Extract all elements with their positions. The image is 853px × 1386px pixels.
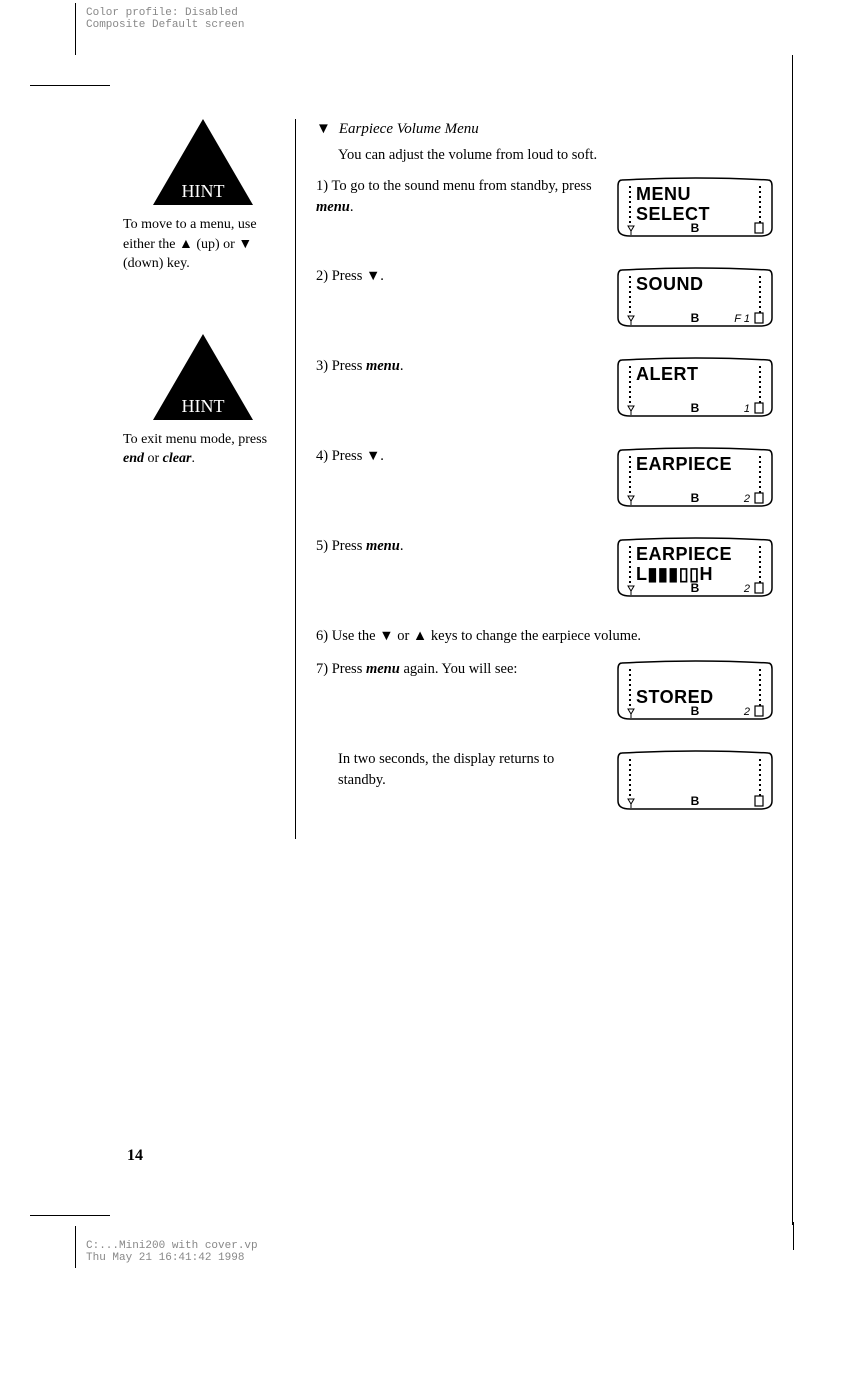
step-row: 5) Press menu. EARPIECE L▮▮▮▯▯H B 2 bbox=[316, 536, 782, 614]
svg-text:SOUND: SOUND bbox=[636, 274, 704, 294]
step-text: 4) Press ▼. bbox=[316, 446, 616, 467]
step-text: In two seconds, the display returns to s… bbox=[316, 749, 616, 791]
svg-text:EARPIECE: EARPIECE bbox=[636, 454, 732, 474]
lcd-display: MENU SELECT B bbox=[616, 176, 774, 238]
step-row: 6) Use the ▼ or ▲ keys to change the ear… bbox=[316, 626, 782, 647]
svg-text:B: B bbox=[691, 491, 700, 505]
step-row: 3) Press menu. ALERT B 1 bbox=[316, 356, 782, 434]
hint-text: To exit menu mode, press end or clear. bbox=[123, 430, 283, 469]
svg-text:F 1: F 1 bbox=[734, 313, 750, 325]
step-text: 3) Press menu. bbox=[316, 356, 616, 377]
meta-line: Composite Default screen bbox=[86, 19, 853, 31]
svg-text:2: 2 bbox=[743, 493, 750, 505]
step-text: 5) Press menu. bbox=[316, 536, 616, 557]
lcd-display: STORED B 2 bbox=[616, 659, 774, 721]
hint-triangle-icon: HINT bbox=[153, 334, 253, 420]
step-text: 2) Press ▼. bbox=[316, 266, 616, 287]
svg-text:EARPIECE: EARPIECE bbox=[636, 544, 732, 564]
step-text: 1) To go to the sound menu from standby,… bbox=[316, 176, 616, 218]
svg-text:MENU: MENU bbox=[636, 184, 691, 204]
lcd-display: SOUND B F 1 bbox=[616, 266, 774, 328]
page-number: 14 bbox=[127, 1147, 143, 1165]
crop-mark-bottom bbox=[75, 1225, 793, 1226]
footer-meta-text: C:...Mini200 with cover.vp Thu May 21 16… bbox=[75, 1226, 853, 1268]
lcd-display: EARPIECE L▮▮▮▯▯H B 2 bbox=[616, 536, 774, 598]
intro-text: You can adjust the volume from loud to s… bbox=[338, 145, 782, 166]
hint-text: To move to a menu, use either the ▲ (up)… bbox=[123, 215, 283, 274]
svg-text:STORED: STORED bbox=[636, 687, 714, 707]
svg-text:B: B bbox=[691, 221, 700, 235]
step-text: 7) Press menu again. You will see: bbox=[316, 659, 616, 680]
lcd-display: ALERT B 1 bbox=[616, 356, 774, 418]
step-row: In two seconds, the display returns to s… bbox=[316, 749, 782, 827]
svg-text:1: 1 bbox=[744, 403, 750, 415]
step-row: 1) To go to the sound menu from standby,… bbox=[316, 176, 782, 254]
svg-text:B: B bbox=[691, 401, 700, 415]
step-row: 2) Press ▼. SOUND B F 1 bbox=[316, 266, 782, 344]
svg-text:B: B bbox=[691, 704, 700, 718]
svg-text:L▮▮▮▯▯H: L▮▮▮▯▯H bbox=[636, 564, 713, 584]
svg-text:B: B bbox=[691, 794, 700, 808]
main-column: Earpiece Volume Menu You can adjust the … bbox=[295, 119, 792, 839]
step-row: 7) Press menu again. You will see: STORE… bbox=[316, 659, 782, 737]
hint-block-2: HINT To exit menu mode, press end or cle… bbox=[123, 334, 283, 469]
page-frame: HINT To move to a menu, use either the ▲… bbox=[75, 55, 793, 1225]
svg-text:2: 2 bbox=[743, 706, 750, 718]
lcd-display: B bbox=[616, 749, 774, 811]
svg-text:2: 2 bbox=[743, 583, 750, 595]
svg-text:ALERT: ALERT bbox=[636, 364, 699, 384]
sidebar: HINT To move to a menu, use either the ▲… bbox=[123, 119, 295, 839]
meta-line: Color profile: Disabled bbox=[86, 7, 853, 19]
step-text: 6) Use the ▼ or ▲ keys to change the ear… bbox=[316, 626, 782, 647]
section-title: Earpiece Volume Menu bbox=[316, 119, 782, 141]
hint-block-1: HINT To move to a menu, use either the ▲… bbox=[123, 119, 283, 274]
top-meta-text: Color profile: Disabled Composite Defaul… bbox=[75, 3, 853, 55]
hint-triangle-icon: HINT bbox=[153, 119, 253, 205]
step-row: 4) Press ▼. EARPIECE B 2 bbox=[316, 446, 782, 524]
lcd-display: EARPIECE B 2 bbox=[616, 446, 774, 508]
meta-line: Thu May 21 16:41:42 1998 bbox=[86, 1252, 853, 1264]
meta-line: C:...Mini200 with cover.vp bbox=[86, 1240, 853, 1252]
svg-text:HINT: HINT bbox=[182, 181, 225, 201]
svg-text:HINT: HINT bbox=[182, 396, 225, 416]
svg-text:B: B bbox=[691, 311, 700, 325]
svg-text:B: B bbox=[691, 581, 700, 595]
